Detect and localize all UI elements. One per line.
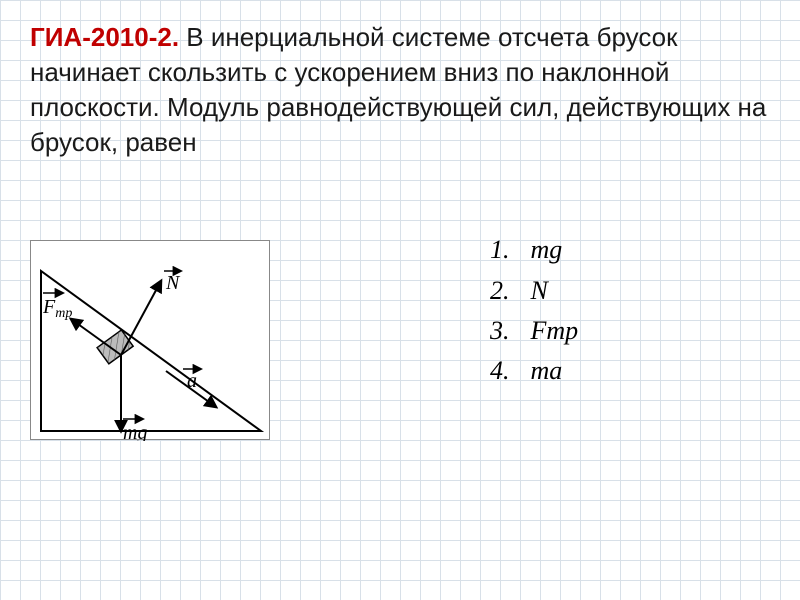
svg-text:mg: mg xyxy=(123,422,147,441)
inclined-plane-diagram: N Fтр mg a xyxy=(30,240,270,440)
answer-options: 1. mg 2. N 3. Fтр 4. ma xyxy=(490,230,578,391)
option-1: 1. mg xyxy=(490,230,578,270)
svg-text:Fтр: Fтр xyxy=(42,296,72,321)
label-ftr: Fтр xyxy=(42,293,72,321)
svg-text:N: N xyxy=(165,272,181,294)
option-num: 3. xyxy=(490,311,524,351)
option-num: 4. xyxy=(490,351,524,391)
option-num: 2. xyxy=(490,271,524,311)
option-2: 2. N xyxy=(490,271,578,311)
option-num: 1. xyxy=(490,230,524,270)
problem-prefix: ГИА-2010-2. xyxy=(30,22,179,52)
problem-text: ГИА-2010-2. В инерциальной системе отсче… xyxy=(30,20,770,160)
incline-triangle xyxy=(41,271,261,431)
option-label: ma xyxy=(531,356,563,385)
label-mg: mg xyxy=(123,419,147,441)
bottom-row: N Fтр mg a 1. mg 2. xyxy=(30,200,770,440)
option-label: mg xyxy=(531,235,563,264)
label-n: N xyxy=(164,271,181,294)
svg-text:a: a xyxy=(187,370,197,392)
option-4: 4. ma xyxy=(490,351,578,391)
label-a: a xyxy=(183,369,201,392)
option-label: N xyxy=(531,276,548,305)
option-label: Fтр xyxy=(531,316,579,345)
option-3: 3. Fтр xyxy=(490,311,578,351)
diagram-svg: N Fтр mg a xyxy=(31,241,271,441)
